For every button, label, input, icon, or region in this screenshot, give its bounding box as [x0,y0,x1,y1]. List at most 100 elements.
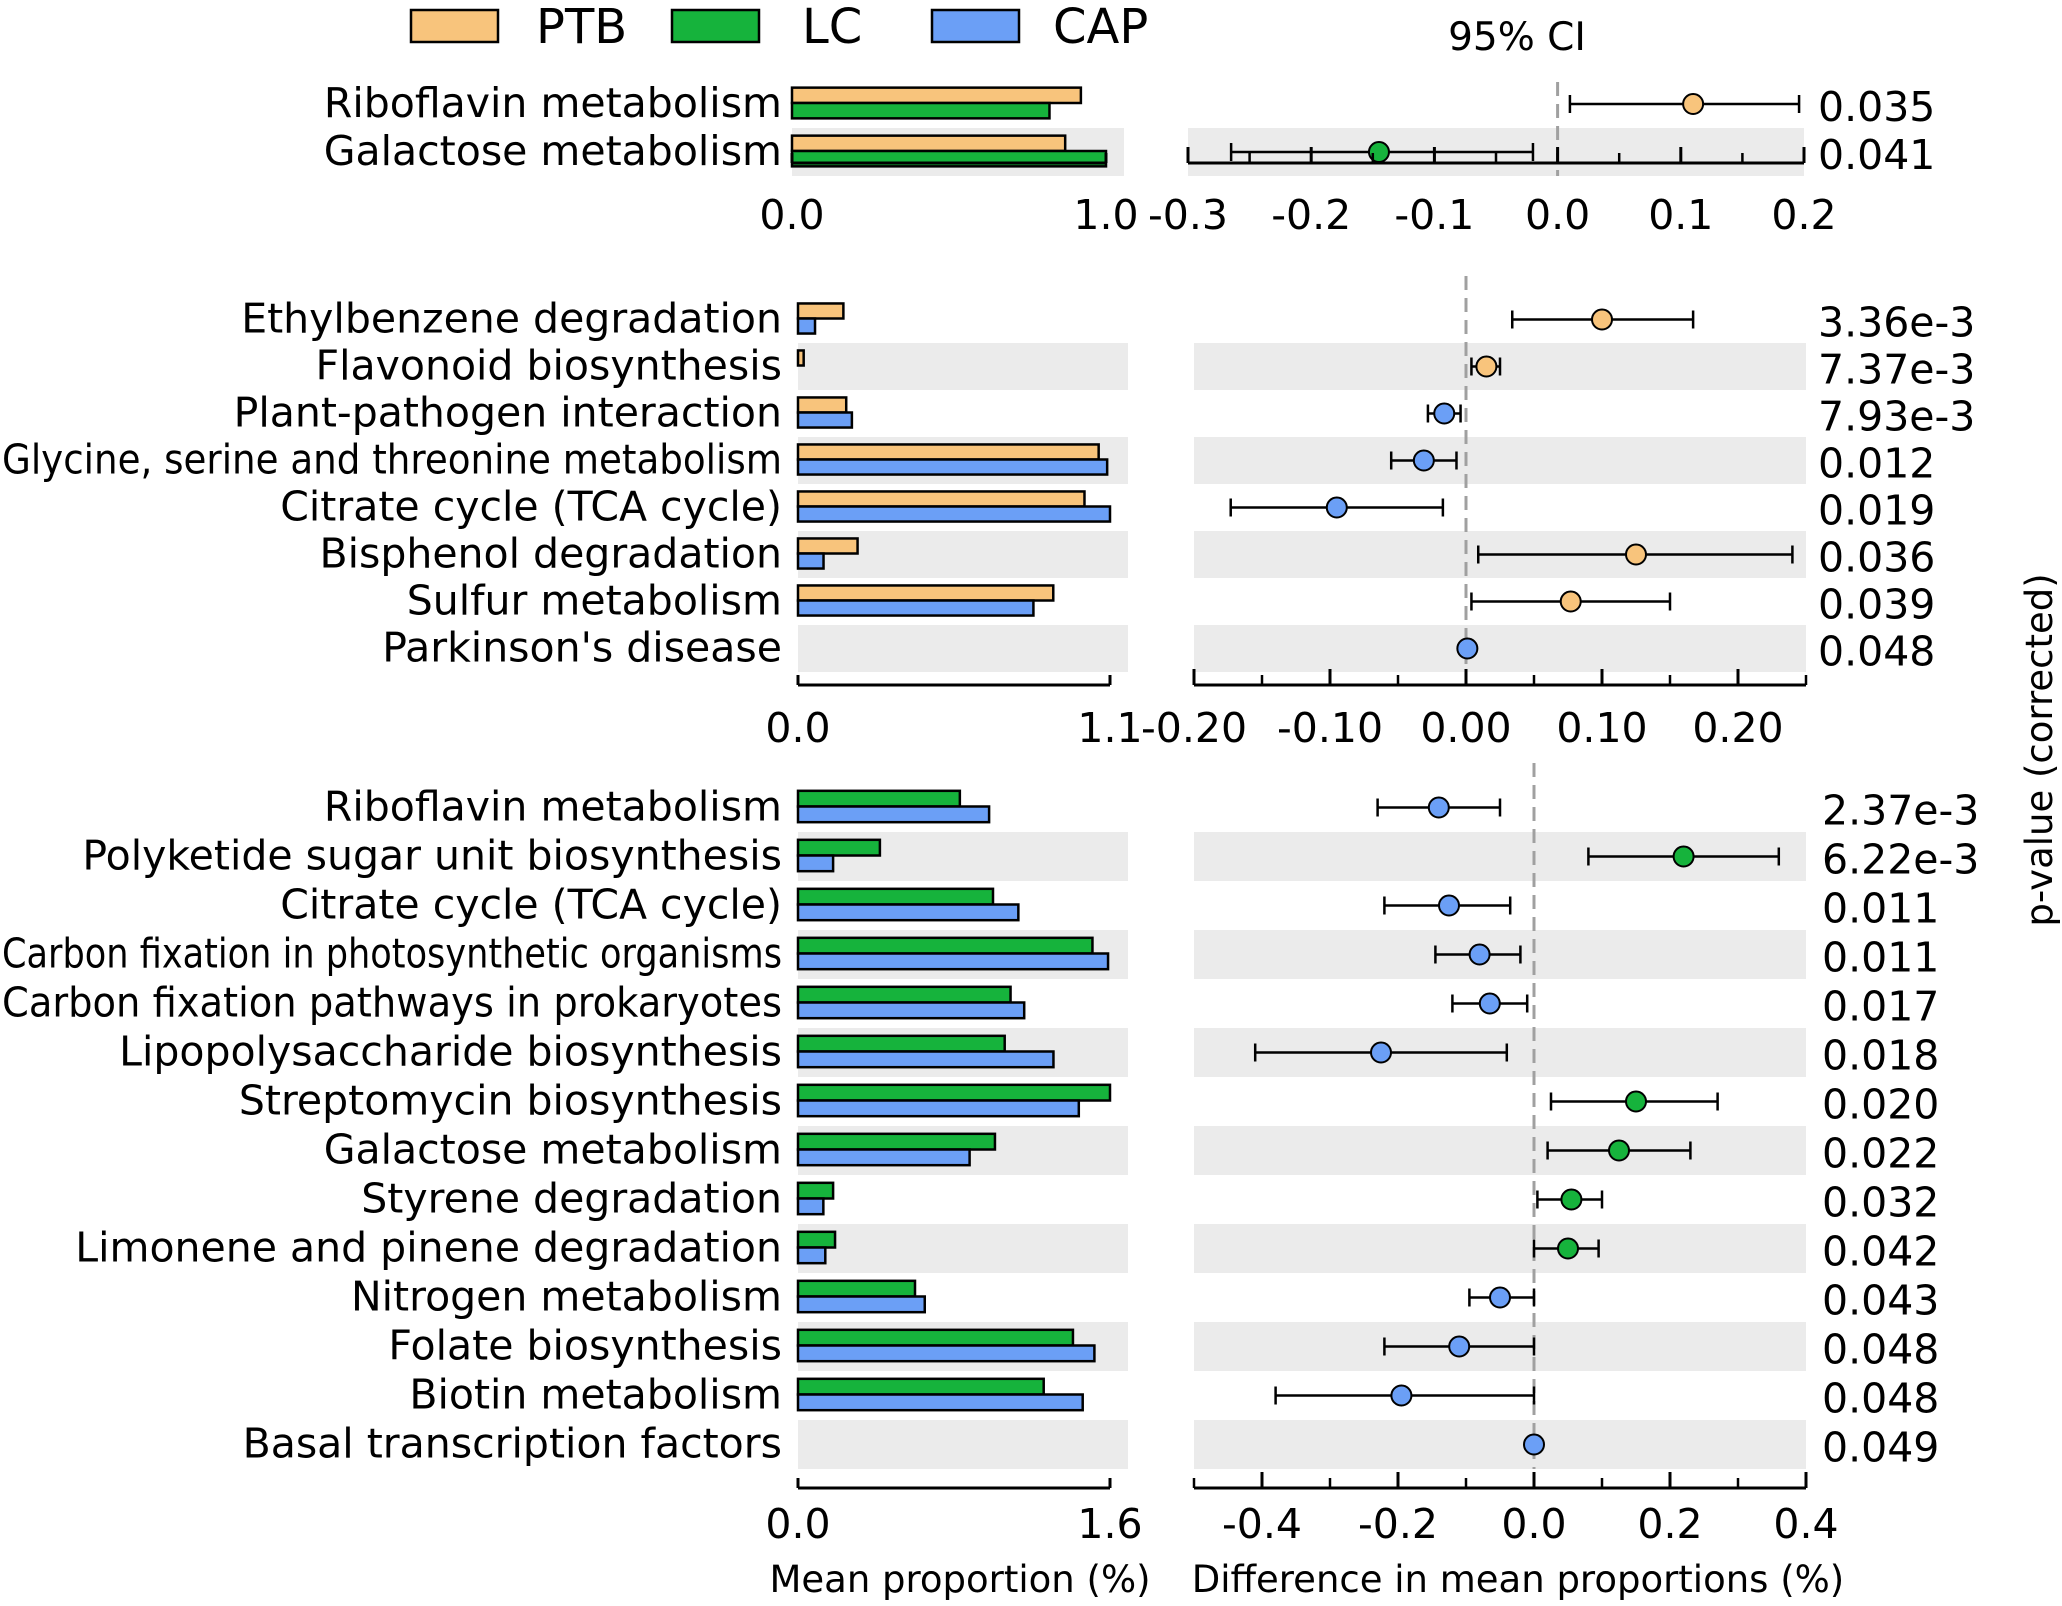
mean-point-cap [1478,992,1501,1015]
panel-lc-vs-cap: Riboflavin metabolism 2.37e-3 Polyketide s… [2,763,1979,1548]
p-value: 0.032 [1822,1179,1939,1227]
bar-ptb [796,490,1086,508]
category-label: Nitrogen metabolism [351,1273,782,1321]
bar-cap [796,1344,1096,1363]
xlabel-left: Mean proportion (%) [769,1558,1150,1601]
bar-cap [796,903,1020,922]
p-value: 0.011 [1822,885,1939,933]
bar-ptb [796,537,859,555]
bar-ptb [796,349,805,367]
bar-lc [796,1279,917,1298]
diff-axis-tick-label: -0.3 [1148,191,1228,239]
bar-lc [796,1034,1006,1053]
bar-lc [796,936,1094,955]
bar-cap [796,1148,971,1167]
category-label: Flavonoid biosynthesis [316,342,782,390]
row-shade-diff [1194,1420,1806,1469]
mean-point-cap [1489,1286,1511,1309]
bar-cap [796,1295,926,1314]
mean-point-cap [1456,637,1479,660]
mean-point-lc [1625,1090,1647,1113]
p-value: 0.039 [1818,581,1935,629]
bar-cap [796,1393,1084,1412]
bar-lc [796,789,962,808]
p-value: 0.012 [1818,440,1935,488]
p-value: 0.048 [1818,628,1935,676]
diff-axis-tick-label: 0.2 [1637,1500,1702,1548]
mean-point-cap [1438,894,1460,917]
p-value: 7.37e-3 [1818,346,1975,394]
p-value: 0.048 [1822,1375,1939,1423]
bar-cap [796,411,854,429]
p-value: 3.36e-3 [1818,299,1975,347]
bar-ptb [796,443,1100,461]
mean-point-cap [1427,796,1450,819]
category-label: Glycine, serine and threonine metabolism [2,436,782,484]
category-label: Ethylbenzene degradation [241,295,782,343]
legend-swatch-lc [670,8,761,44]
category-label: Basal transcription factors [243,1420,782,1468]
p-value: 0.020 [1822,1081,1939,1129]
legend-label-cap: CAP [1053,0,1148,55]
category-label: Bisphenol degradation [319,530,782,578]
mean-point-lc [1557,1237,1579,1260]
bar-ptb [796,302,845,320]
diff-axis-tick-label: 0.0 [1501,1500,1566,1548]
legend: PTB LC CAP [409,0,1148,55]
panel-ptb-vs-cap: Ethylbenzene degradation 3.36e-3 Flavonoid… [2,276,1975,752]
p-value: 0.049 [1822,1424,1939,1472]
category-label: Polyketide sugar unit biosynthesis [82,832,782,880]
p-value: 0.017 [1822,983,1939,1031]
mean-point-cap [1325,496,1348,519]
category-label: Riboflavin metabolism [324,79,782,127]
bar-cap [796,505,1112,523]
category-label: Riboflavin metabolism [324,783,782,831]
category-label: Biotin metabolism [409,1371,782,1419]
legend-swatch-cap [930,8,1021,44]
bar-lc [796,887,995,906]
category-label: Carbon fixation pathways in prokaryotes [2,979,782,1027]
mean-point-ptb [1682,93,1705,115]
legend-item-cap: CAP [930,0,1148,55]
mean-point-cap [1433,402,1456,425]
bar-cap [796,805,991,824]
bar-lc [796,1181,835,1200]
bar-cap [796,1001,1026,1020]
mean-point-cap [1412,449,1435,472]
bar-lc [796,1083,1112,1102]
row-shade-bar [798,343,1128,390]
ylabel-right: p-value (corrected) [2018,573,2061,926]
p-value: 0.048 [1822,1326,1939,1374]
category-label: Lipopolysaccharide biosynthesis [119,1028,782,1076]
diff-axis-tick-label: -0.1 [1394,191,1474,239]
bar-lc [796,1230,837,1249]
p-value: 0.022 [1822,1130,1939,1178]
row-shade-diff [1194,1224,1806,1273]
row-shade-bar [798,1420,1128,1469]
diff-axis-tick-label: 0.20 [1692,704,1783,752]
bar-lc [796,838,882,857]
diff-axis-tick-label: -0.20 [1141,704,1247,752]
diff-axis-tick-label: -0.10 [1277,704,1383,752]
bar-cap [796,317,817,335]
bar-axis-tick-label: 0.0 [765,1500,830,1548]
bar-lc [796,1132,997,1151]
xlabel-right: Difference in mean proportions (%) [1192,1558,1845,1601]
p-value: 0.036 [1818,534,1935,582]
p-value: 2.37e-3 [1822,787,1979,835]
bar-cap [796,1099,1081,1118]
bar-cap [796,1197,825,1216]
bar-ptb [796,584,1055,602]
diff-axis-tick-label: 0.10 [1556,704,1647,752]
bar-ptb [790,86,1083,105]
p-value: 6.22e-3 [1822,836,1979,884]
ci-title: 95% CI [1448,15,1586,60]
bar-axis-tick-label: 1.6 [1077,1500,1142,1548]
bar-axis-tick-label: 1.1 [1077,704,1142,752]
mean-point-ptb [1559,590,1582,613]
category-label: Plant-pathogen interaction [234,389,782,437]
bar-ptb [796,396,848,414]
legend-label-lc: LC [802,0,862,55]
bar-cap [796,599,1035,617]
